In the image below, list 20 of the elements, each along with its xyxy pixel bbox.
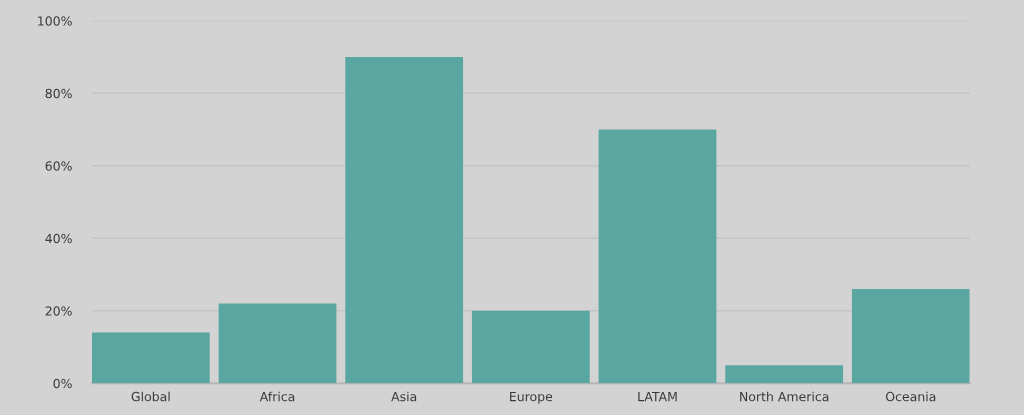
y-tick-label: 0% [53, 378, 72, 389]
bar [725, 365, 844, 384]
y-tick-label: 60% [45, 161, 72, 171]
y-tick-label: 100% [38, 16, 72, 26]
bar [471, 310, 590, 384]
bar [598, 129, 717, 384]
x-tick-label: LATAM [638, 392, 677, 402]
y-tick-label: 20% [45, 306, 72, 316]
x-tick-label: Europe [510, 392, 553, 404]
bar [91, 332, 210, 384]
bar [218, 303, 337, 384]
y-tick-label: 80% [45, 88, 72, 99]
x-tick-label: Global [131, 391, 170, 402]
x-tick-label: Asia [391, 391, 417, 402]
y-tick-label: 40% [45, 233, 72, 244]
bar [851, 289, 970, 384]
x-tick-label: North America [740, 391, 829, 402]
x-tick-label: Oceania [885, 391, 936, 402]
bar [345, 57, 464, 384]
x-tick-label: Africa [259, 391, 295, 402]
